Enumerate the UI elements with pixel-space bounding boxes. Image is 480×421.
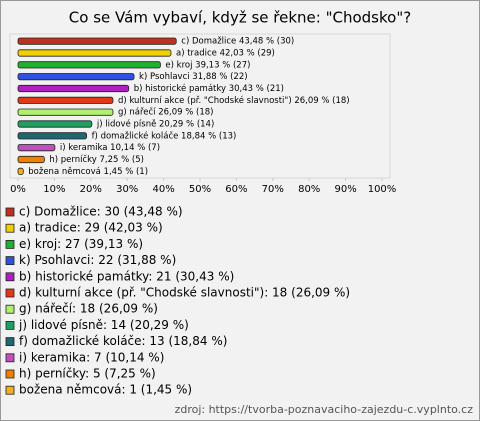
- bar: [17, 73, 135, 81]
- bar-label: k) Psohlavci 31,88 % (22): [139, 72, 248, 82]
- source: zdroj: https://tvorba-poznavaciho-zajezd…: [175, 403, 474, 416]
- legend-swatch: [5, 272, 15, 282]
- legend-label: c) Domažlice: 30 (43,48 %): [19, 205, 183, 219]
- legend-label: božena němcová: 1 (1,45 %): [19, 383, 192, 397]
- x-tick-label: 30%: [116, 184, 138, 195]
- x-tick-label: 50%: [189, 184, 211, 195]
- bar-label: g) nářečí 26,09 % (18): [118, 107, 214, 118]
- x-tick-label: 80%: [298, 184, 320, 195]
- legend-label: f) domažlické koláče: 13 (18,84 %): [19, 334, 227, 348]
- bar-label: f) domažlické koláče 18,84 % (13): [92, 130, 237, 141]
- legend-swatch: [5, 288, 15, 298]
- bar: [17, 84, 130, 93]
- legend-label: e) kroj: 27 (39,13 %): [19, 237, 143, 251]
- bar: [17, 120, 93, 128]
- bar-label: a) tradice 42,03 % (29): [176, 49, 275, 59]
- x-tick-label: 0%: [10, 184, 26, 195]
- x-tick-label: 90%: [334, 184, 356, 195]
- legend-swatch: [5, 239, 15, 249]
- x-tick-label: 10%: [43, 184, 65, 195]
- x-tick-label: 70%: [262, 184, 284, 195]
- bar: [17, 108, 114, 116]
- legend-swatch: [5, 385, 15, 395]
- x-tick-label: 100%: [368, 184, 397, 195]
- bar-label: e) kroj 39,13 % (27): [165, 60, 250, 70]
- legend-swatch: [5, 353, 15, 363]
- x-tick-label: 40%: [152, 184, 174, 195]
- bar: [17, 96, 114, 104]
- legend-swatch: [5, 337, 15, 347]
- legend-label: h) perníčky: 5 (7,25 %): [19, 367, 156, 381]
- bar-label: božena němcová 1,45 % (1): [28, 167, 148, 177]
- legend-label: a) tradice: 29 (42,03 %): [19, 221, 163, 235]
- legend-label: d) kulturní akce (př. "Chodské slavnosti…: [19, 286, 350, 300]
- legend-label: b) historické památky: 21 (30,43 %): [19, 269, 234, 283]
- bar-label: c) Domažlice 43,48 % (30): [181, 37, 294, 47]
- bar-label: d) kulturní akce (př. "Chodské slavnosti…: [118, 95, 350, 106]
- bar: [17, 167, 24, 175]
- legend-swatch: [5, 223, 15, 233]
- bar-label: b) historické památky 30,43 % (21): [134, 83, 284, 94]
- legend-swatch: [5, 320, 15, 330]
- x-tick-label: 20%: [80, 184, 102, 195]
- legend-label: j) lidové písně: 14 (20,29 %): [18, 318, 189, 332]
- x-tick-label: 60%: [225, 184, 247, 195]
- bar-label: j) lidové písně 20,29 % (14): [96, 119, 214, 130]
- bar: [17, 144, 56, 152]
- legend-label: g) nářečí: 18 (26,09 %): [19, 302, 158, 316]
- legend-swatch: [5, 369, 15, 379]
- bar: [17, 37, 177, 45]
- bar: [17, 132, 87, 140]
- bar: [17, 61, 161, 69]
- legend-swatch: [5, 207, 15, 217]
- bar: [17, 155, 45, 164]
- legend-label: i) keramika: 7 (10,14 %): [19, 350, 164, 364]
- legend-label: k) Psohlavci: 22 (31,88 %): [19, 253, 176, 267]
- legend-swatch: [5, 256, 15, 266]
- bar-label: h) perníčky 7,25 % (5): [49, 154, 144, 165]
- chart-title: Co se Vám vybaví, když se řekne: "Chodsk…: [69, 9, 411, 27]
- bar: [17, 49, 172, 57]
- bar-label: i) keramika 10,14 % (7): [60, 143, 160, 153]
- legend-swatch: [5, 304, 15, 314]
